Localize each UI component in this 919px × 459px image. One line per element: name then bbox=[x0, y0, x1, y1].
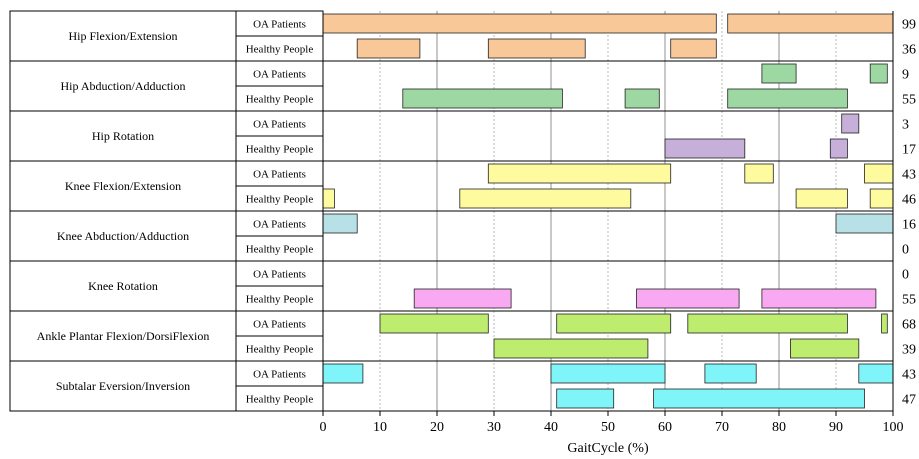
bar-4-0-0 bbox=[322, 213, 358, 234]
x-tick-label-0: 0 bbox=[320, 420, 327, 435]
row-label-6-1: Healthy People bbox=[246, 344, 314, 356]
row-label-7-1: Healthy People bbox=[246, 394, 314, 406]
bar-1-0-0 bbox=[761, 63, 797, 84]
bar-2-1-0 bbox=[664, 138, 746, 159]
row-value-3-0: 43 bbox=[902, 168, 916, 183]
bar-1-0-1 bbox=[869, 63, 888, 84]
row-label-3-1: Healthy People bbox=[246, 194, 314, 206]
row-label-0-1: Healthy People bbox=[246, 44, 314, 56]
group-name-7: Subtalar Eversion/Inversion bbox=[56, 379, 190, 393]
row-label-4-1: Healthy People bbox=[246, 244, 314, 256]
bar-6-0-1 bbox=[556, 313, 672, 334]
x-tick-label-70: 70 bbox=[715, 420, 729, 435]
row-label-2-0: OA Patients bbox=[253, 119, 306, 131]
value-labels: 99 36 9 55 3 17 43 46 16 0 0 55 68 39 43 47 bbox=[902, 18, 916, 408]
bar-7-0-0 bbox=[322, 363, 364, 384]
bar-7-1-1 bbox=[653, 388, 865, 409]
row-value-6-0: 68 bbox=[902, 318, 916, 333]
bar-5-1-1 bbox=[636, 288, 740, 309]
x-tick-label-30: 30 bbox=[487, 420, 501, 435]
row-label-5-1: Healthy People bbox=[246, 294, 314, 306]
bar-2-1-1 bbox=[829, 138, 848, 159]
bar-3-0-2 bbox=[864, 163, 894, 184]
row-label-table: Hip Flexion/Extension OA Patients Healthy … bbox=[9, 10, 894, 412]
row-value-7-0: 43 bbox=[902, 368, 916, 383]
x-tick-label-80: 80 bbox=[772, 420, 786, 435]
row-label-2-1: Healthy People bbox=[246, 144, 314, 156]
row-label-5-0: OA Patients bbox=[253, 269, 306, 281]
bar-1-1-0 bbox=[402, 88, 563, 109]
x-tick-label-50: 50 bbox=[601, 420, 615, 435]
bar-6-1-0 bbox=[493, 338, 649, 359]
bar-7-0-1 bbox=[550, 363, 666, 384]
bar-7-0-3 bbox=[858, 363, 894, 384]
row-label-3-0: OA Patients bbox=[253, 169, 306, 181]
row-value-4-1: 0 bbox=[902, 243, 909, 258]
x-tick-label-20: 20 bbox=[430, 420, 444, 435]
row-value-5-0: 0 bbox=[902, 268, 909, 283]
bar-6-1-1 bbox=[790, 338, 860, 359]
bar-2-0-0 bbox=[841, 113, 860, 134]
bar-4-0-1 bbox=[835, 213, 894, 234]
row-label-0-0: OA Patients bbox=[253, 19, 306, 31]
x-axis: 0 10 20 30 40 50 60 70 80 90 100 bbox=[320, 410, 904, 435]
row-label-6-0: OA Patients bbox=[253, 319, 306, 331]
x-tick-label-90: 90 bbox=[829, 420, 843, 435]
bar-7-0-2 bbox=[704, 363, 757, 384]
row-value-1-1: 55 bbox=[902, 93, 916, 108]
bar-0-1-1 bbox=[487, 38, 586, 59]
x-tick-label-100: 100 bbox=[883, 420, 904, 435]
bar-6-0-3 bbox=[881, 313, 888, 334]
group-name-2: Hip Rotation bbox=[92, 129, 154, 143]
row-value-6-1: 39 bbox=[902, 343, 916, 358]
bar-3-0-0 bbox=[487, 163, 672, 184]
group-name-0: Hip Flexion/Extension bbox=[69, 29, 178, 43]
row-value-2-0: 3 bbox=[902, 118, 909, 133]
x-axis-label: GaitCycle (%) bbox=[567, 441, 649, 456]
bar-0-1-2 bbox=[670, 38, 717, 59]
bar-5-1-0 bbox=[413, 288, 512, 309]
row-label-1-1: Healthy People bbox=[246, 94, 314, 106]
bar-3-1-0 bbox=[322, 188, 335, 209]
row-value-2-1: 17 bbox=[902, 143, 916, 158]
row-label-7-0: OA Patients bbox=[253, 369, 306, 381]
bar-0-1-0 bbox=[356, 38, 421, 59]
bar-3-0-1 bbox=[744, 163, 774, 184]
bar-0-0-1 bbox=[727, 13, 894, 34]
x-tick-label-40: 40 bbox=[544, 420, 558, 435]
x-tick-label-60: 60 bbox=[658, 420, 672, 435]
bar-6-0-2 bbox=[687, 313, 848, 334]
group-name-6: Ankle Plantar Flexion/DorsiFlexion bbox=[37, 329, 210, 343]
bar-3-1-1 bbox=[459, 188, 632, 209]
bar-6-0-0 bbox=[379, 313, 489, 334]
group-name-1: Hip Abduction/Adduction bbox=[61, 79, 186, 93]
bar-7-1-0 bbox=[556, 388, 615, 409]
bar-3-1-2 bbox=[795, 188, 848, 209]
row-value-5-1: 55 bbox=[902, 293, 916, 308]
bar-1-1-2 bbox=[727, 88, 848, 109]
row-label-1-0: OA Patients bbox=[253, 69, 306, 81]
bar-5-1-2 bbox=[761, 288, 877, 309]
bar-3-1-3 bbox=[869, 188, 894, 209]
row-value-4-0: 16 bbox=[902, 218, 916, 233]
row-value-1-0: 9 bbox=[902, 68, 909, 83]
row-value-0-1: 36 bbox=[902, 43, 916, 58]
group-name-4: Knee Abduction/Adduction bbox=[57, 229, 189, 243]
bar-0-0-0 bbox=[322, 13, 717, 34]
bars bbox=[322, 13, 894, 409]
row-value-0-0: 99 bbox=[902, 18, 916, 33]
row-label-4-0: OA Patients bbox=[253, 219, 306, 231]
row-value-7-1: 47 bbox=[902, 393, 916, 408]
group-name-3: Knee Flexion/Extension bbox=[65, 179, 181, 193]
x-tick-label-10: 10 bbox=[373, 420, 387, 435]
group-name-5: Knee Rotation bbox=[88, 279, 158, 293]
row-value-3-1: 46 bbox=[902, 193, 916, 208]
bar-1-1-1 bbox=[624, 88, 660, 109]
